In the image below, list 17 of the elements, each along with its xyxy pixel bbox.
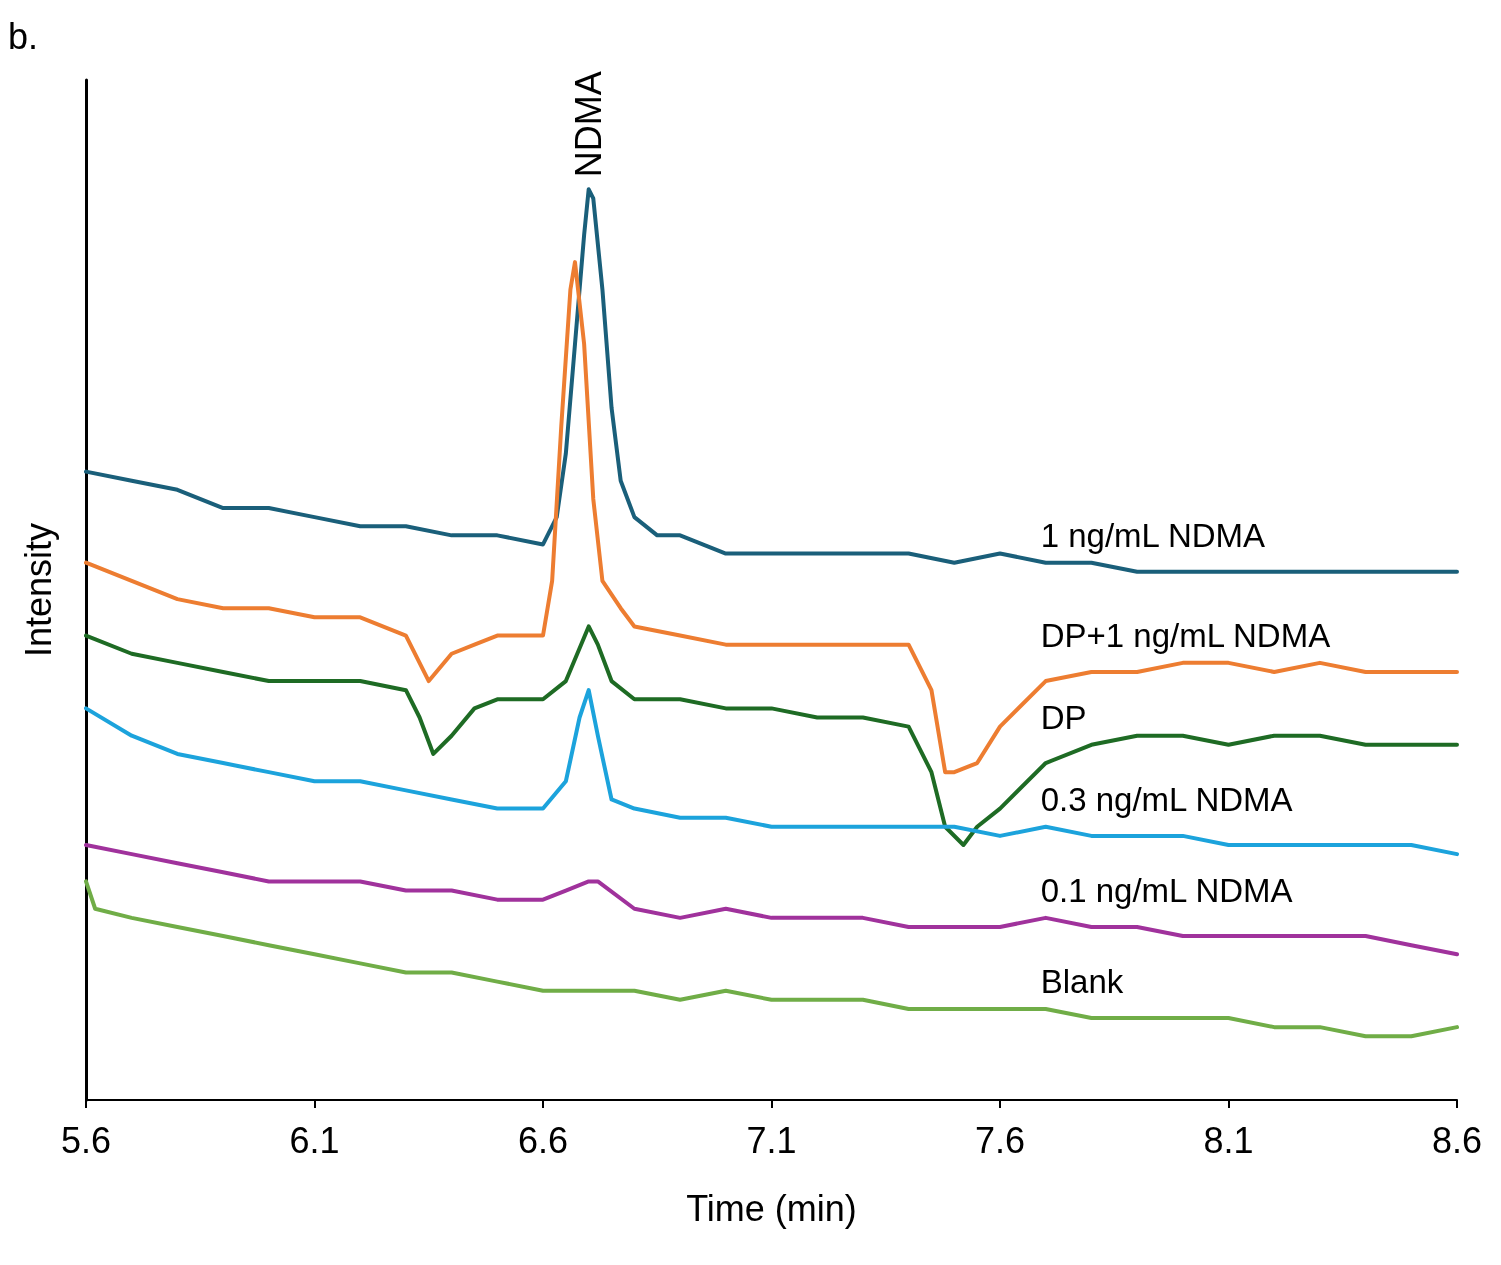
annotation: NDMA (568, 71, 610, 178)
x-tick-label: 8.6 (1431, 1119, 1483, 1161)
y-axis-title: Intensity (17, 522, 59, 658)
series-label: DP (1040, 699, 1087, 737)
x-tick-label: 5.6 (60, 1119, 112, 1161)
text: b. (8, 15, 39, 57)
x-tick-label: 7.6 (974, 1119, 1026, 1161)
x-tick-label: 6.6 (517, 1119, 569, 1161)
series-label: DP+1 ng/mL NDMA (1040, 617, 1331, 655)
series-label: 1 ng/mL NDMA (1040, 517, 1266, 555)
series-label: Blank (1040, 963, 1124, 1001)
x-tick-label: 7.1 (746, 1119, 797, 1161)
x-axis-title: Time (min) (686, 1187, 857, 1229)
series-label: 0.3 ng/mL NDMA (1040, 781, 1293, 819)
x-tick-label: 8.1 (1203, 1119, 1254, 1161)
series-label: 0.1 ng/mL NDMA (1040, 872, 1293, 910)
x-tick-label: 6.1 (289, 1119, 340, 1161)
